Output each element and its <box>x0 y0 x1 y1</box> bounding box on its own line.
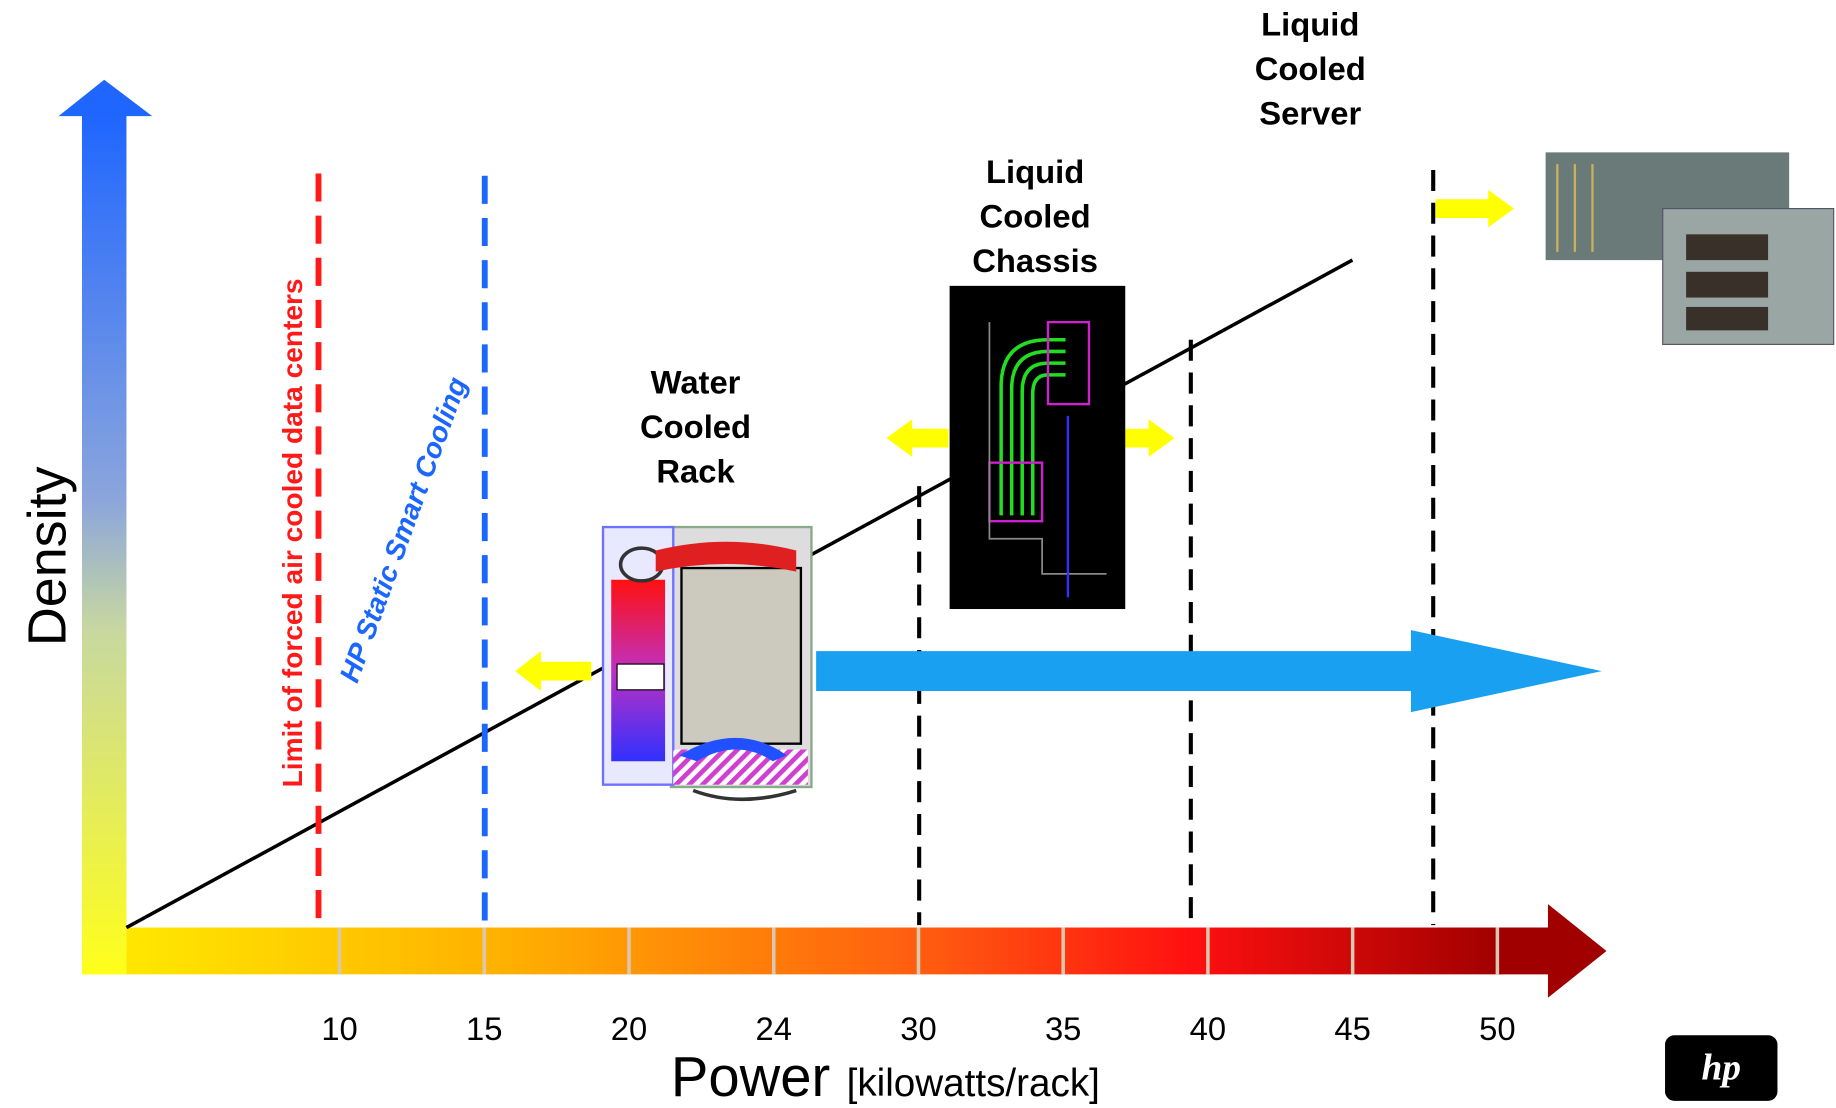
x-axis: 10 15 20 24 30 35 40 45 50 Power [kilowatts/rack] <box>82 904 1607 1108</box>
server-image <box>1546 152 1834 344</box>
stage-label: Cooled <box>1255 50 1366 87</box>
page: 10 15 20 24 30 35 40 45 50 Power [kilowatts/rack]… <box>0 0 1836 1108</box>
x-tick-label: 35 <box>1045 1010 1081 1047</box>
chassis-image <box>950 286 1126 609</box>
stage-label: Water <box>651 364 741 401</box>
server-detail <box>1686 307 1768 330</box>
x-tick-label: 10 <box>321 1010 357 1047</box>
rack-server <box>681 568 800 744</box>
tick-labels: 10 15 20 24 30 35 40 45 50 <box>321 1010 1515 1047</box>
diagram: 10 15 20 24 30 35 40 45 50 Power [kilowatts/rack]… <box>0 0 1836 1108</box>
server-detail <box>1686 234 1768 260</box>
x-axis-bar <box>82 928 1501 975</box>
stage-label: Server <box>1259 94 1361 131</box>
x-axis-unit: [kilowatts/rack] <box>847 1062 1100 1105</box>
y-axis-head <box>59 80 153 116</box>
x-axis-title: Power <box>671 1045 830 1108</box>
yellow-arrow <box>515 651 591 691</box>
y-axis-label: Density <box>18 466 78 646</box>
air-limit-label: Limit of forced air cooled data centers <box>277 278 308 787</box>
yellow-arrow <box>886 419 948 456</box>
stage-label: Cooled <box>640 408 751 445</box>
stage-label: Cooled <box>980 197 1091 234</box>
rack-base <box>693 791 796 800</box>
stage-label: Liquid <box>1261 5 1359 42</box>
x-tick-label: 15 <box>466 1010 502 1047</box>
x-tick-label: 20 <box>611 1010 647 1047</box>
x-tick-label: 50 <box>1479 1010 1515 1047</box>
y-axis: Density <box>18 80 153 975</box>
smart-cooling-label: HP Static Smart Cooling <box>334 373 473 686</box>
x-tick-label: 30 <box>900 1010 936 1047</box>
x-axis-head <box>1499 904 1607 998</box>
x-axis-label: Power [kilowatts/rack] <box>671 1045 1100 1108</box>
y-axis-bar <box>82 115 126 974</box>
stage-label: Rack <box>656 453 735 490</box>
progress-arrow <box>816 630 1602 712</box>
logo: hp <box>1665 1035 1777 1101</box>
x-tick-label: 45 <box>1334 1010 1370 1047</box>
server-detail <box>1686 272 1768 298</box>
logo-text: hp <box>1701 1048 1741 1089</box>
rack-image <box>603 527 811 799</box>
rack-coil <box>617 664 664 690</box>
stage-label: Chassis <box>972 242 1098 279</box>
x-tick-label: 40 <box>1190 1010 1226 1047</box>
stage-label: Liquid <box>986 153 1084 190</box>
yellow-arrow <box>1436 190 1514 227</box>
chassis-body <box>950 286 1126 609</box>
x-tick-label: 24 <box>756 1010 792 1047</box>
